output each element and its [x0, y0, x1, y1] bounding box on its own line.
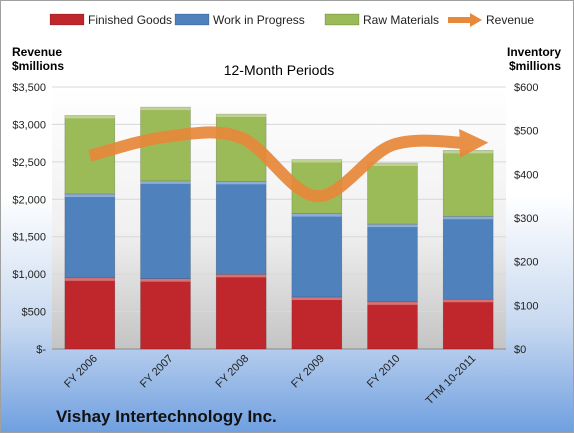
bar-finished-goods	[367, 301, 418, 350]
bar-highlight	[216, 274, 267, 278]
right-axis-ticks: $0 $100 $200 $300 $400 $500 $600	[514, 82, 538, 356]
right-axis-tick-label: $200	[514, 257, 538, 269]
bar-highlight	[443, 216, 494, 220]
legend-swatch-raw-materials	[324, 13, 360, 26]
revenue-line	[88, 126, 489, 203]
right-axis-tick-label: $500	[514, 126, 538, 138]
gridlines	[52, 86, 506, 350]
bar-highlight	[140, 180, 191, 184]
bar-finished-goods	[291, 296, 343, 350]
bar-work-in-progress	[291, 213, 343, 298]
legend-label-raw-materials: Raw Materials	[363, 13, 439, 27]
right-axis-tick-label: $0	[514, 344, 526, 356]
left-axis-title-line2: $millions	[12, 59, 64, 73]
legend-swatch-work-in-progress	[174, 13, 210, 26]
bar-work-in-progress	[140, 180, 191, 279]
company-name: Vishay Intertechnology Inc.	[56, 407, 277, 426]
bar-highlight	[443, 299, 494, 303]
left-axis-tick-label: $1,000	[12, 269, 46, 281]
bar-highlight	[64, 115, 115, 119]
bar-highlight	[291, 297, 342, 301]
bar-highlight	[367, 224, 418, 228]
bar-finished-goods	[64, 277, 116, 350]
bar-finished-goods	[442, 298, 494, 350]
legend-arrow-icon	[470, 13, 482, 27]
bar-raw-materials	[367, 162, 418, 225]
right-axis-title-line2: $millions	[509, 59, 561, 73]
revenue-line-group	[88, 126, 489, 203]
bar-finished-goods	[215, 274, 267, 350]
bar-work-in-progress	[367, 223, 418, 303]
left-axis-tick-label: $-	[36, 344, 46, 356]
bar-highlight	[216, 114, 267, 118]
bar-highlight	[291, 213, 342, 217]
bar-highlight	[64, 277, 115, 281]
right-axis-tick-label: $600	[514, 82, 538, 94]
bar-work-in-progress	[215, 181, 267, 275]
right-axis-title-line1: Inventory	[507, 45, 561, 59]
bar-finished-goods	[140, 278, 191, 350]
left-axis-title-line1: Revenue	[12, 45, 62, 59]
right-axis-tick-label: $400	[514, 169, 538, 181]
bar-highlight	[367, 301, 418, 305]
left-axis-tick-label: $500	[22, 307, 46, 319]
bar-highlight	[443, 150, 494, 154]
legend-label-finished-goods: Finished Goods	[88, 13, 172, 27]
bar-work-in-progress	[442, 215, 494, 300]
chart-title: 12-Month Periods	[224, 62, 335, 78]
left-axis-tick-label: $2,500	[12, 157, 46, 169]
bar-highlight	[291, 159, 342, 163]
left-axis-tick-label: $3,500	[12, 82, 46, 94]
bars	[64, 106, 494, 350]
bar-raw-materials	[442, 150, 494, 217]
bar-highlight	[140, 107, 191, 111]
bar-highlight	[367, 162, 418, 166]
legend-swatch-finished-goods	[49, 13, 85, 26]
left-axis-ticks: $- $500 $1,000 $1,500 $2,000 $2,500 $3,000 $3,5…	[12, 82, 46, 356]
bar-highlight	[216, 181, 267, 185]
right-axis-tick-label: $300	[514, 213, 538, 225]
plot-area	[52, 87, 506, 349]
bar-highlight	[64, 193, 115, 197]
bar-work-in-progress	[64, 193, 116, 279]
bar-highlight	[140, 278, 191, 282]
right-axis-tick-label: $100	[514, 300, 538, 312]
legend: Finished Goods Work in Progress Raw Materi…	[49, 13, 534, 27]
left-axis-tick-label: $3,000	[12, 119, 46, 131]
legend-label-work-in-progress: Work in Progress	[213, 13, 305, 27]
legend-label-revenue: Revenue	[486, 13, 534, 27]
left-axis-tick-label: $1,500	[12, 232, 46, 244]
left-axis-tick-label: $2,000	[12, 194, 46, 206]
